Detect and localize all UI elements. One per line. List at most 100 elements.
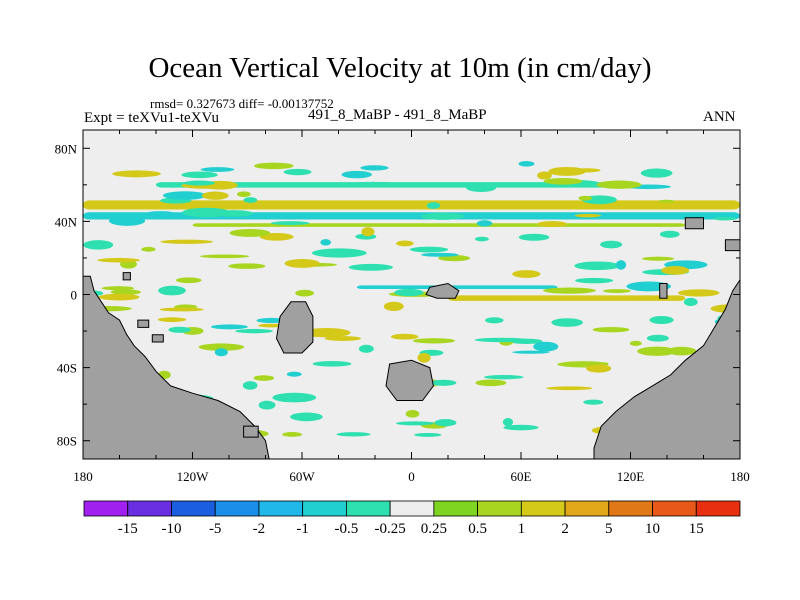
stats-label: rmsd= 0.327673 diff= -0.00137752 (150, 96, 334, 111)
velocity-patch (97, 257, 141, 263)
velocity-band (356, 285, 558, 290)
velocity-patch (405, 410, 420, 418)
velocity-patch (583, 399, 604, 405)
land-mass (137, 319, 150, 328)
velocity-patch (430, 379, 457, 386)
velocity-patch (160, 239, 213, 244)
velocity-field (83, 161, 740, 459)
velocity-patch (182, 207, 231, 218)
axes-layer: 180 120W 60W 0 60E 120E 180 80N 40N 0 40S 80S (55, 129, 750, 484)
velocity-patch (713, 216, 737, 221)
velocity-patch (253, 162, 294, 170)
velocity-patch (661, 266, 690, 275)
velocity-patch (474, 337, 530, 343)
velocity-patch (615, 260, 627, 270)
velocity-patch (158, 285, 186, 296)
colorbar-swatch (389, 500, 435, 517)
velocity-patch (168, 326, 192, 333)
velocity-patch (409, 246, 449, 253)
velocity-patch (677, 289, 720, 297)
case-label: 491_8_MaBP - 491_8_MaBP (308, 107, 487, 123)
velocity-patch (637, 346, 677, 356)
velocity-patch (414, 432, 442, 437)
velocity-patch (159, 307, 204, 312)
velocity-patch (311, 248, 367, 258)
velocity-patch (210, 324, 248, 330)
velocity-patch (537, 171, 552, 180)
colorbar-swatch (127, 500, 172, 517)
velocity-patch (602, 289, 631, 293)
velocity-patch (259, 233, 294, 241)
colorbar-swatch (608, 500, 653, 517)
velocity-patch (412, 338, 456, 344)
velocity-patch (295, 289, 314, 297)
velocity-patch (110, 289, 142, 295)
velocity-patch (290, 412, 323, 422)
velocity-patch (229, 229, 271, 237)
velocity-band (83, 212, 740, 220)
velocity-patch (426, 202, 441, 209)
velocity-patch (243, 197, 258, 203)
velocity-patch (346, 181, 401, 188)
colorbar-label: 15 (689, 521, 704, 537)
velocity-band (83, 200, 740, 210)
colorbar-label: -10 (161, 521, 181, 537)
x-tick-label: 120E (617, 469, 645, 484)
land-mass (83, 275, 270, 459)
velocity-patch (200, 254, 250, 259)
velocity-patch (420, 212, 465, 220)
velocity-patch (198, 343, 245, 351)
velocity-patch (302, 327, 351, 338)
colorbar-swatch (433, 500, 479, 517)
velocity-patch (561, 361, 609, 365)
velocity-patch (348, 263, 394, 271)
velocity-patch (394, 288, 424, 297)
land-mass (151, 334, 164, 343)
velocity-patch (360, 165, 389, 171)
velocity-patch (537, 221, 567, 228)
velocity-patch (434, 419, 457, 427)
velocity-patch (640, 168, 673, 178)
velocity-patch (649, 315, 674, 324)
velocity-band (448, 295, 686, 301)
colorbar-label: -15 (118, 521, 138, 537)
velocity-patch (420, 252, 459, 257)
velocity-patch (201, 191, 229, 200)
colorbar-label: 5 (605, 521, 613, 537)
colorbar: -15 -10 -5 -2 -1 -0.5 -0.25 0.25 0.5 1 2 5 10 15 (83, 500, 741, 537)
season-label: ANN (703, 109, 736, 125)
velocity-patch (235, 328, 273, 334)
velocity-patch (286, 371, 302, 377)
velocity-patch (485, 317, 504, 324)
velocity-band (192, 223, 686, 227)
x-tick-label: 0 (408, 469, 415, 484)
velocity-patch (600, 240, 623, 249)
velocity-patch (383, 301, 404, 311)
land-mass (275, 301, 314, 354)
velocity-patch (578, 195, 593, 201)
velocity-patch (546, 386, 593, 391)
colorbar-swatch (564, 500, 610, 517)
chart-title: Ocean Vertical Velocity at 10m (in cm/da… (148, 52, 652, 84)
velocity-patch (417, 352, 431, 363)
velocity-patch (237, 191, 251, 198)
velocity-patch (548, 166, 587, 176)
velocity-patch (176, 277, 202, 284)
velocity-patch (574, 213, 602, 218)
y-tick-label: 80S (57, 434, 77, 449)
velocity-patch (502, 418, 514, 427)
velocity-patch (320, 239, 332, 246)
land-mass (684, 217, 704, 230)
colorbar-swatch (171, 500, 216, 517)
velocity-patch (282, 432, 302, 437)
velocity-patch (270, 221, 310, 226)
velocity-patch (101, 286, 135, 291)
colorbar-swatch (652, 500, 697, 517)
velocity-patch (141, 246, 156, 252)
velocity-patch (242, 381, 258, 390)
colorbar-label: 0.25 (421, 521, 447, 537)
colorbar-swatch (302, 500, 347, 517)
velocity-patch (145, 211, 176, 216)
velocity-patch (629, 340, 642, 346)
